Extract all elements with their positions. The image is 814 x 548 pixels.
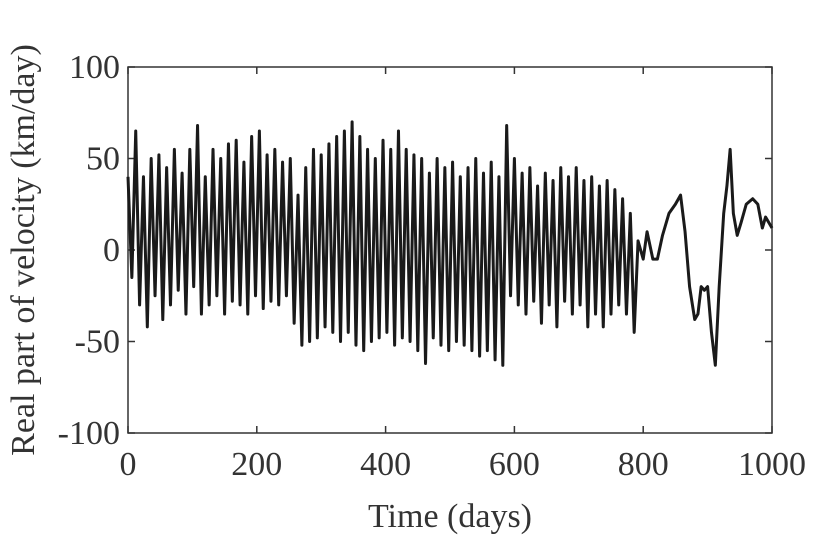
data-line <box>126 120 774 367</box>
x-tick-label: 1000 <box>738 446 806 483</box>
x-axis-label: Time (days) <box>368 498 532 535</box>
y-tick-label: 50 <box>86 141 120 178</box>
x-tick-label: 400 <box>360 446 411 483</box>
y-tick-label: 0 <box>103 232 120 269</box>
x-tick-label: 0 <box>120 446 137 483</box>
x-tick-label: 600 <box>489 446 540 483</box>
x-tick-label: 200 <box>231 446 282 483</box>
y-tick-label: -50 <box>75 324 120 361</box>
y-tick-label: -100 <box>58 415 120 452</box>
y-tick-label: 100 <box>69 49 120 86</box>
y-axis-label: Real part of velocity (km/day) <box>5 44 42 456</box>
x-tick-label: 800 <box>618 446 669 483</box>
